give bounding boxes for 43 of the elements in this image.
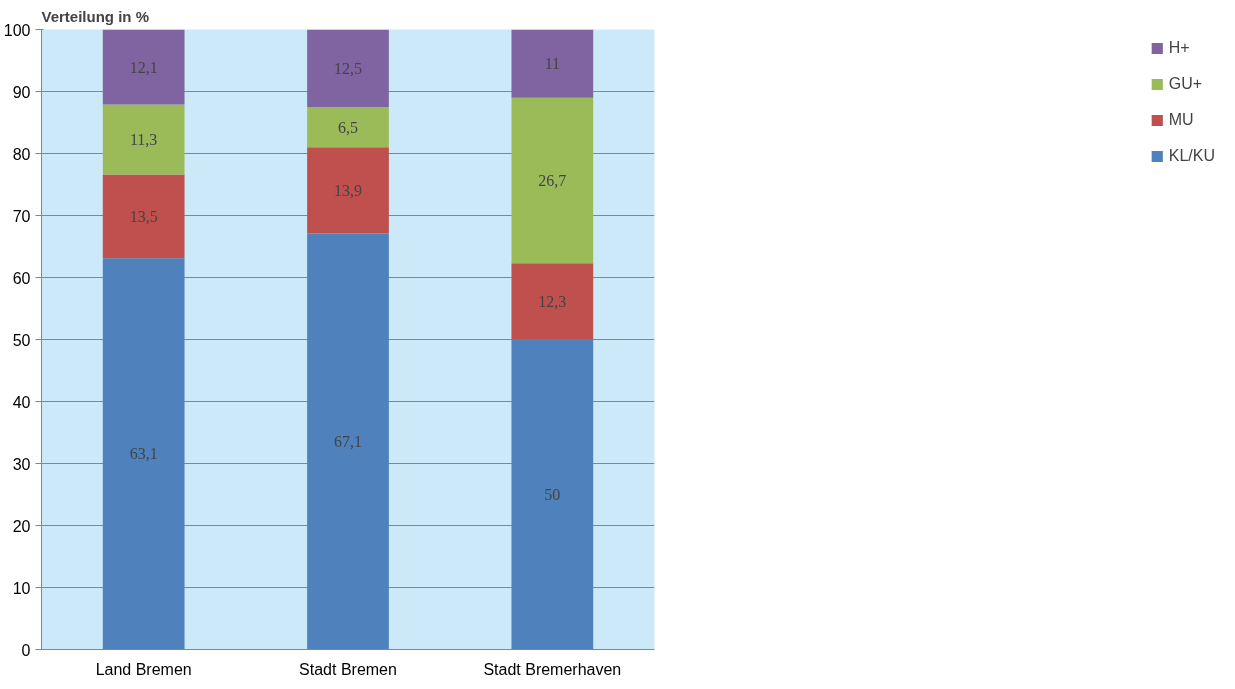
bar	[102, 29, 185, 105]
data-label: 26,7	[538, 171, 567, 189]
bar	[511, 339, 594, 650]
x-tick-label: Stadt Bremerhaven	[483, 660, 622, 678]
bar	[511, 29, 594, 98]
bar	[102, 258, 185, 650]
bar	[511, 263, 594, 340]
legend-label: MU	[1168, 111, 1194, 129]
y-tick-label: 0	[21, 641, 31, 659]
bar	[307, 233, 389, 650]
data-label: 12,1	[129, 58, 158, 76]
bar	[102, 104, 185, 175]
bar	[307, 107, 389, 148]
data-label: 6,5	[338, 118, 358, 136]
legend-label: H+	[1168, 39, 1190, 57]
y-tick-label: 40	[12, 393, 31, 411]
y-tick-label: 70	[12, 207, 31, 225]
chart-title: Verteilung in %	[41, 7, 150, 25]
y-tick-label: 80	[12, 145, 31, 163]
data-label: 11,3	[129, 131, 158, 149]
legend-label: KL/KU	[1168, 147, 1215, 165]
data-label: 11	[544, 55, 561, 73]
x-tick-label: Land Bremen	[95, 660, 192, 678]
data-label: 13,9	[334, 181, 362, 199]
y-tick-label: 60	[12, 269, 31, 287]
data-label: 12,5	[334, 59, 362, 77]
x-tick-label: Stadt Bremen	[299, 660, 397, 678]
data-label: 63,1	[129, 445, 158, 463]
y-tick-label: 10	[12, 579, 31, 597]
bar	[307, 147, 389, 234]
y-tick-label: 90	[12, 83, 31, 101]
y-tick-label: 50	[12, 331, 31, 349]
data-label: 50	[544, 486, 561, 503]
bar	[511, 97, 594, 264]
y-tick-label: 100	[3, 21, 31, 39]
data-label: 67,1	[334, 432, 362, 450]
legend-label: GU+	[1168, 75, 1203, 93]
y-tick-label: 30	[12, 455, 31, 473]
bar	[307, 29, 389, 107]
bar	[102, 174, 185, 259]
y-tick-label: 20	[12, 517, 31, 535]
data-label: 13,5	[129, 207, 158, 225]
data-label: 12,3	[538, 292, 567, 310]
